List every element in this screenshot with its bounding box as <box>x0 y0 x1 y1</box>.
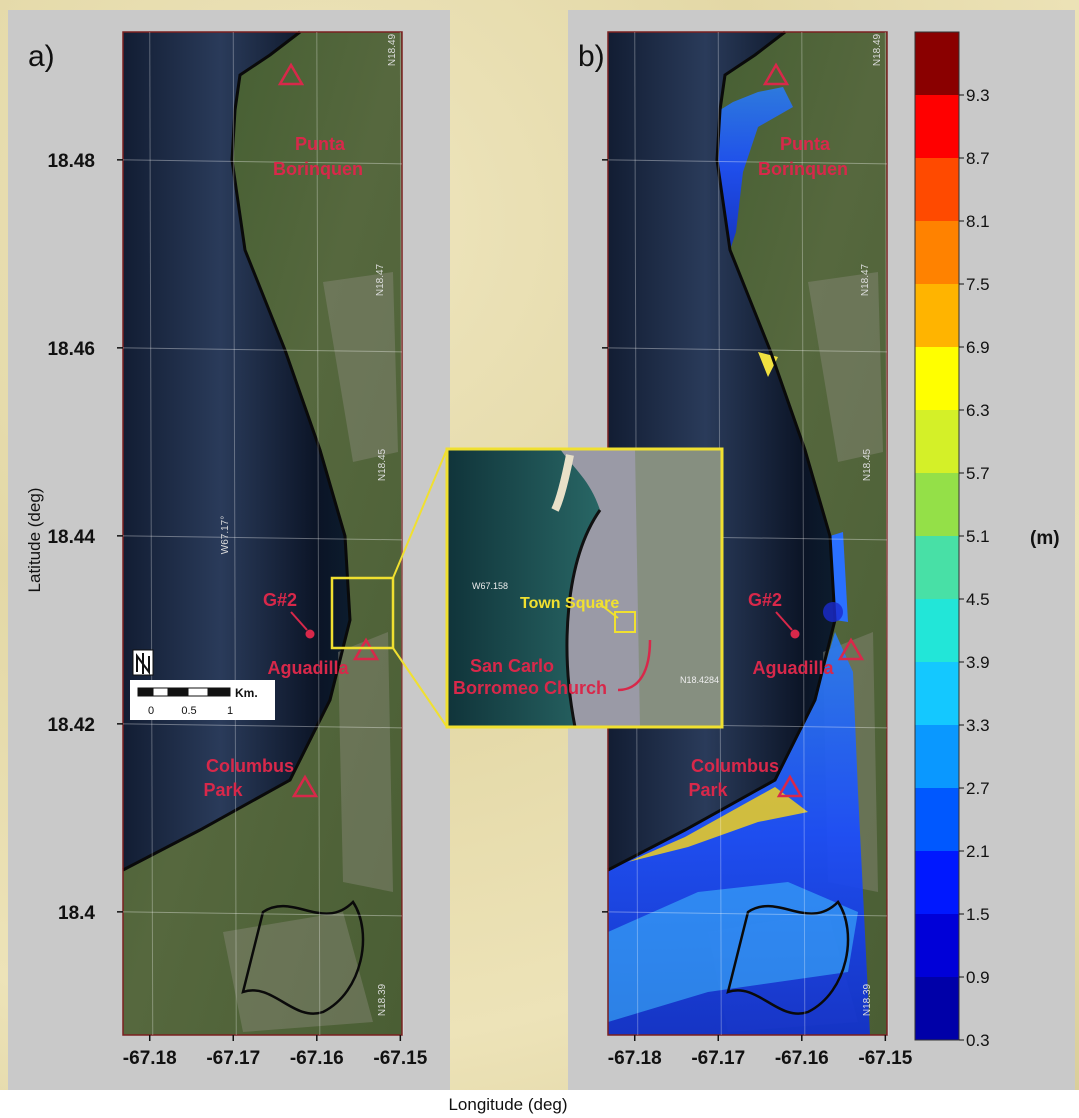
colorbar-unit: (m) <box>1030 528 1060 549</box>
y-tick-label: 18.44 <box>47 527 95 548</box>
colorbar-tick-label: 2.7 <box>966 779 990 798</box>
colorbar-band <box>915 725 959 788</box>
colorbar-band <box>915 32 959 95</box>
place-label: Town Square <box>520 595 619 612</box>
scale-bar-unit: Km. <box>235 686 258 700</box>
grid-label: N18.49 <box>872 33 883 66</box>
colorbar-tick-label: 6.9 <box>966 338 990 357</box>
x-tick-label: -67.17 <box>691 1048 745 1069</box>
buoy-marker <box>306 630 315 639</box>
colorbar-band <box>915 284 959 347</box>
inset-vegetation <box>635 449 722 727</box>
place-label: G#2 <box>748 590 782 610</box>
colorbar-band <box>915 788 959 851</box>
colorbar-band <box>915 977 959 1040</box>
colorbar-tick-label: 9.3 <box>966 86 990 105</box>
colorbar-band <box>915 347 959 410</box>
colorbar-tick-label: 8.1 <box>966 212 990 231</box>
place-label: Borinquen <box>758 159 848 179</box>
scale-bar-segment <box>208 688 230 696</box>
scale-bar-segment <box>138 688 153 696</box>
panel-tag: a) <box>28 40 55 73</box>
colorbar-tick-label: 0.9 <box>966 968 990 987</box>
scale-bar-segment <box>153 688 168 696</box>
figure: a) b) Latitude (deg) Longitude (deg) 18.… <box>0 0 1079 1118</box>
buoy-marker <box>791 630 800 639</box>
colorbar-tick-label: 3.3 <box>966 716 990 735</box>
x-tick-label: -67.17 <box>206 1048 260 1069</box>
grid-label: N18.49 <box>387 33 398 66</box>
place-label: Park <box>203 780 243 800</box>
place-label: Columbus <box>206 756 294 776</box>
x-tick-label: -67.15 <box>373 1048 427 1069</box>
colorbar-band <box>915 599 959 662</box>
colorbar-tick-label: 7.5 <box>966 275 990 294</box>
colorbar-band <box>915 851 959 914</box>
colorbar-tick-label: 5.7 <box>966 464 990 483</box>
place-label: Punta <box>780 134 831 154</box>
scale-bar-segment <box>168 688 188 696</box>
place-label: Borinquen <box>273 159 363 179</box>
colorbar-tick-label: 8.7 <box>966 149 990 168</box>
colorbar-band <box>915 914 959 977</box>
place-label: Aguadilla <box>752 658 834 678</box>
colorbar-tick-label: 6.3 <box>966 401 990 420</box>
colorbar-tick-label: 1.5 <box>966 905 990 924</box>
place-label: Borromeo Church <box>453 678 607 698</box>
grid-label: N18.47 <box>860 263 871 296</box>
scale-bar-segment <box>188 688 208 696</box>
y-tick-label: 18.4 <box>58 903 95 924</box>
x-tick-label: -67.16 <box>290 1048 344 1069</box>
place-label: Columbus <box>691 756 779 776</box>
grid-label: W67.17° <box>220 516 231 554</box>
x-tick-label: -67.16 <box>775 1048 829 1069</box>
place-label: Aguadilla <box>267 658 349 678</box>
inset: W67.158 N18.4284 Town Square San Carlo B… <box>447 449 722 727</box>
grid-label: N18.4284 <box>680 675 719 685</box>
colorbar-tick-label: 5.1 <box>966 527 990 546</box>
x-axis-label: Longitude (deg) <box>448 1095 567 1114</box>
y-tick-label: 18.46 <box>47 339 95 360</box>
colorbar-band <box>915 473 959 536</box>
colorbar-band <box>915 158 959 221</box>
panel-tag: b) <box>578 40 605 73</box>
x-tick-label: -67.15 <box>858 1048 912 1069</box>
place-label: San Carlo <box>470 656 554 676</box>
grid-label: W67.158 <box>472 581 508 591</box>
place-label: G#2 <box>263 590 297 610</box>
y-tick-label: 18.42 <box>47 715 95 736</box>
colorbar-tick-label: 3.9 <box>966 653 990 672</box>
grid-label: N18.45 <box>377 448 388 481</box>
x-tick-label: -67.18 <box>608 1048 662 1069</box>
place-label: Park <box>688 780 728 800</box>
grid-label: N18.45 <box>862 448 873 481</box>
y-axis-label: Latitude (deg) <box>25 488 44 593</box>
y-tick-label: 18.48 <box>47 151 95 172</box>
grid-label: N18.39 <box>862 983 873 1016</box>
scale-bar-label: 0 <box>148 705 154 717</box>
grid-label: N18.47 <box>375 263 386 296</box>
grid-label: N18.39 <box>377 983 388 1016</box>
colorbar-band <box>915 662 959 725</box>
colorbar-band <box>915 536 959 599</box>
colorbar-tick-label: 2.1 <box>966 842 990 861</box>
colorbar-tick-label: 0.3 <box>966 1031 990 1050</box>
scale-bar-label: 1 <box>227 705 233 717</box>
colorbar-tick-label: 4.5 <box>966 590 990 609</box>
colorbar-band <box>915 410 959 473</box>
colorbar-band <box>915 95 959 158</box>
place-label: Punta <box>295 134 346 154</box>
church-marker <box>823 602 843 622</box>
scale-bar-label: 0.5 <box>181 705 196 717</box>
x-tick-label: -67.18 <box>123 1048 177 1069</box>
colorbar-band <box>915 221 959 284</box>
